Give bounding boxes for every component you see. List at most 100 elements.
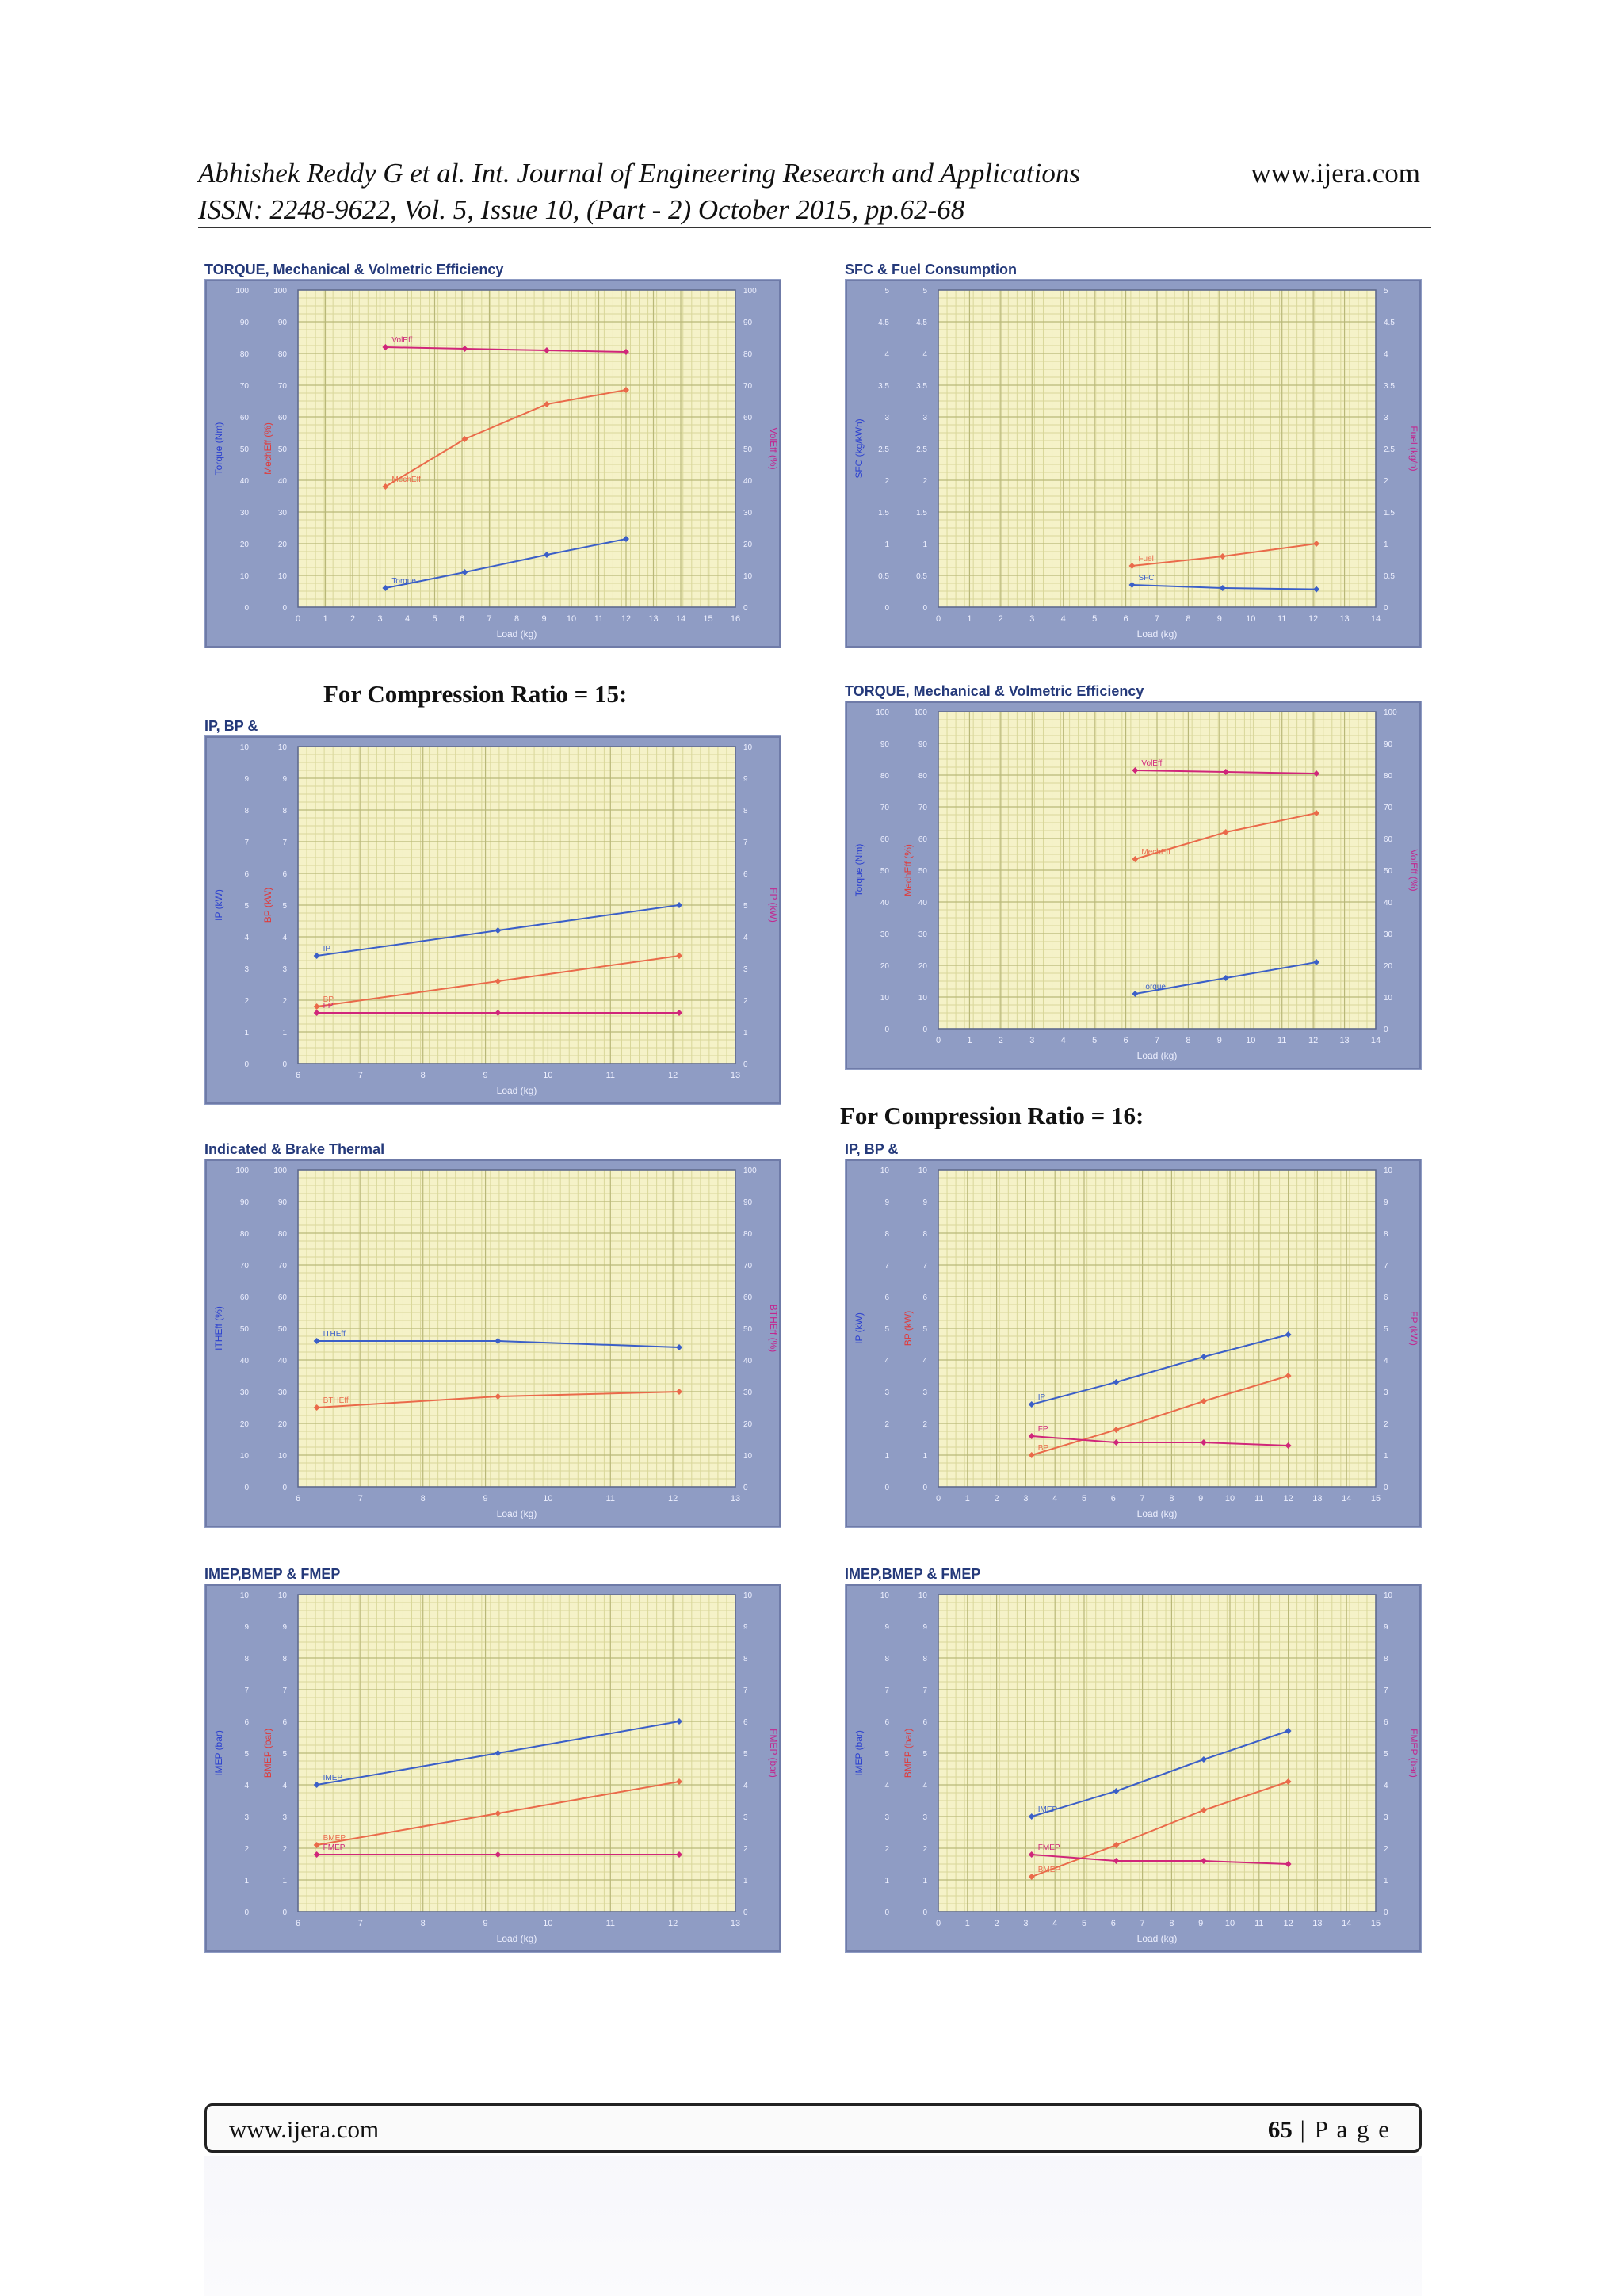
y-tick-label-right: 3 [1384,1813,1388,1822]
y-tick-label-left: 4.5 [878,319,889,327]
x-tick-label: 8 [514,614,519,624]
series-line-fmep [1031,1854,1289,1865]
y-tick-label-right: 5 [743,1750,748,1759]
y-tick-label-right: 10 [1384,994,1393,1003]
y-tick-label-left: 0 [884,604,889,613]
y-tick-label-mid: 0 [922,1026,927,1034]
y-tick-label-mid: 2 [282,1845,287,1854]
y-tick-label-right: 3 [743,1813,748,1822]
data-point-itheff [313,1338,320,1344]
data-point-fuel [1219,553,1226,560]
data-point-torque [1313,959,1320,965]
x-tick-label: 10 [567,614,576,624]
footer-website[interactable]: www.ijera.com [229,2115,380,2143]
x-tick-label: 11 [594,614,603,624]
y-tick-label-mid: 30 [278,1389,288,1397]
y-tick-label-left: 10 [880,1167,890,1175]
y-tick-label-mid: 8 [922,1230,927,1239]
y-tick-label-left: 90 [240,1198,250,1207]
series-label-fmep: FMEP [1038,1843,1060,1852]
y-tick-label-right: 7 [1384,1262,1388,1270]
x-axis-label: Load (kg) [497,1508,537,1519]
y-tick-label-left: 4 [244,1782,249,1790]
y-tick-label-mid: 10 [278,572,288,581]
y-tick-label-right: 4 [1384,1782,1388,1790]
y-tick-label-mid: 9 [282,775,287,784]
x-tick-label: 12 [1283,1919,1293,1928]
y-tick-label-right: 1 [1384,1877,1388,1885]
y-tick-label-left: 70 [240,382,250,391]
data-point-mecheff [1222,829,1229,835]
y-tick-label-mid: 5 [922,1750,927,1759]
x-tick-label: 4 [1061,1036,1066,1045]
y-tick-label-right: 90 [1384,740,1393,749]
y-tick-label-right: 100 [743,1167,757,1175]
x-tick-label: 6 [296,1494,300,1503]
x-tick-label: 2 [999,614,1003,624]
x-tick-label: 13 [648,614,658,624]
journal-website[interactable]: www.ijera.com [1251,158,1421,189]
data-point-fmep [676,1851,683,1858]
x-tick-label: 11 [1254,1919,1263,1928]
y-tick-label-left: 3 [884,1389,889,1397]
y-tick-label-mid: 2 [922,477,927,486]
x-tick-label: 7 [1140,1919,1145,1928]
y-tick-label-mid: 10 [918,994,928,1003]
x-tick-label: 3 [1029,1036,1034,1045]
y-tick-label-mid: 0 [282,1908,287,1917]
data-point-fp [313,1010,320,1016]
y-tick-label-mid: 0 [922,1484,927,1492]
series-label-mecheff: MechEff [391,476,421,484]
x-tick-label: 3 [1029,614,1034,624]
y-axis-label-left: IP (kW) [213,889,224,921]
data-point-fuel [1313,541,1320,547]
plot-border [297,746,736,1064]
y-tick-label-mid: 5 [282,1750,287,1759]
data-point-bp [676,953,683,959]
series-label-bmep: BMEP [323,1834,346,1843]
x-tick-label: 4 [1061,614,1066,624]
chart-mep-cr15: IMEP,BMEP & FMEP 6 7 8 9 10 11 12 13 Load (kg) 0 0… [204,1566,781,1953]
y-axis-label-left: IP (kW) [854,1312,865,1344]
y-tick-label-right: 10 [743,1452,753,1461]
y-tick-label-right: 6 [1384,1718,1388,1727]
y-tick-label-right: 3.5 [1384,382,1395,391]
x-axis-label: Load (kg) [497,1933,537,1944]
y-tick-label-left: 90 [880,740,890,749]
chart-title: TORQUE, Mechanical & Volmetric Efficienc… [204,262,504,277]
y-tick-label-mid: 80 [918,772,928,781]
x-tick-label: 6 [296,1071,300,1080]
series-label-bp: BP [323,995,334,1004]
data-point-mecheff [1132,856,1139,862]
y-tick-label-mid: 1.5 [916,509,927,518]
data-point-fmep [1113,1858,1120,1864]
series-line-fp [1031,1435,1289,1446]
y-tick-label-left: 0 [244,1908,249,1917]
y-tick-label-right: 1 [1384,1452,1388,1461]
series-label-fmep: FMEP [323,1843,346,1852]
y-tick-label-right: 8 [743,807,748,816]
data-point-mecheff [382,483,389,490]
y-tick-label-left: 10 [240,1591,250,1600]
y-tick-label-right: 60 [743,414,753,422]
series-line-ip [1031,1334,1289,1405]
y-tick-label-right: 5 [1384,287,1388,296]
y-tick-label-left: 80 [240,350,250,359]
x-tick-label: 14 [1342,1494,1351,1503]
y-tick-label-left: 0.5 [878,572,889,581]
data-point-bp [313,1003,320,1010]
x-tick-label: 5 [1082,1919,1086,1928]
x-tick-label: 13 [1312,1919,1322,1928]
y-tick-label-mid: 3 [282,965,287,974]
series-label-bmep: BMEP [1038,1866,1061,1874]
x-tick-label: 7 [1140,1494,1145,1503]
y-tick-label-left: 5 [244,902,249,911]
y-tick-label-right: 6 [1384,1293,1388,1302]
x-tick-label: 1 [323,614,327,624]
plot-border [938,289,1377,608]
x-tick-label: 1 [965,1494,970,1503]
y-tick-label-right: 20 [1384,962,1393,971]
x-tick-label: 9 [541,614,546,624]
x-tick-label: 6 [1111,1494,1116,1503]
